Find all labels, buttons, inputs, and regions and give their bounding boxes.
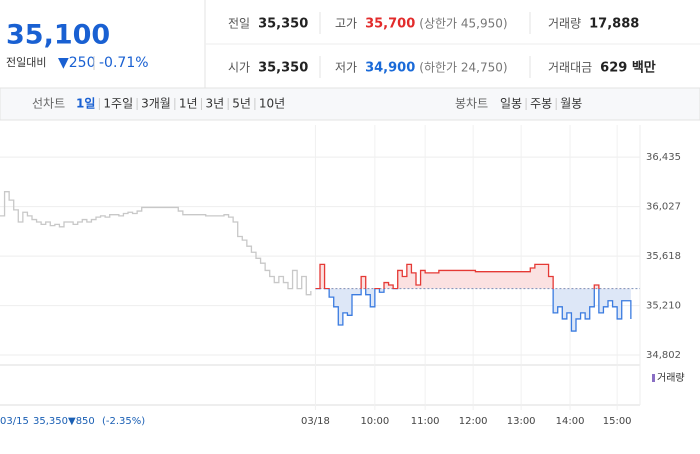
stat-label: 거래대금 xyxy=(548,61,592,75)
tab[interactable]: 일봉 xyxy=(500,97,522,111)
price: 35,100 xyxy=(6,20,110,51)
tab[interactable]: 1일 xyxy=(76,97,95,111)
tab[interactable]: 3개월 xyxy=(141,97,171,111)
y-tick-label: 36,027 xyxy=(646,202,681,213)
tab[interactable]: 3년 xyxy=(206,97,225,111)
change-pct: -0.71% xyxy=(99,55,149,71)
x-tick-label: 13:00 xyxy=(507,416,536,427)
tab[interactable]: 1주일 xyxy=(103,97,133,111)
summary-price: 35,350 xyxy=(33,416,68,427)
tab[interactable]: 월봉 xyxy=(560,97,582,111)
line xyxy=(315,263,600,289)
tab-label: 선차트 xyxy=(32,97,65,111)
tab[interactable]: 주봉 xyxy=(530,97,552,111)
y-tick-label: 34,802 xyxy=(646,350,681,361)
stat-label: 시가 xyxy=(228,61,250,75)
x-tick-label: 14:00 xyxy=(556,416,585,427)
x-tick-label: 10:00 xyxy=(360,416,389,427)
line xyxy=(315,289,632,332)
stat-note: (상한가 45,950) xyxy=(419,17,507,31)
y-tick-label: 36,435 xyxy=(646,152,681,163)
line xyxy=(0,191,312,296)
tab[interactable]: 1년 xyxy=(179,97,198,111)
stat-note: (하한가 24,750) xyxy=(419,61,507,75)
x-tick-label: 03/18 xyxy=(301,416,330,427)
area-fill xyxy=(329,289,631,332)
summary-change: ▼850 xyxy=(68,416,95,427)
stat-label: 고가 xyxy=(335,17,357,31)
y-tick-label: 35,210 xyxy=(646,301,681,312)
stat-label: 저가 xyxy=(335,61,357,75)
tab[interactable]: 5년 xyxy=(232,97,251,111)
x-tick-label: 15:00 xyxy=(603,416,632,427)
stat-value: 35,700 xyxy=(365,17,415,32)
area-fill xyxy=(315,264,631,289)
stat-label: 전일 xyxy=(228,17,250,31)
stat-value: 17,888 xyxy=(589,17,639,32)
stat-value: 34,900 xyxy=(365,61,415,76)
tab-bar xyxy=(0,87,700,121)
x-tick-label: 12:00 xyxy=(459,416,488,427)
stat-value: 35,350 xyxy=(258,17,308,32)
tab-label: 봉차트 xyxy=(455,97,488,111)
stat-value: 629 백만 xyxy=(600,60,656,76)
y-tick-label: 35,618 xyxy=(646,251,681,262)
change-label: 전일대비 xyxy=(6,55,46,69)
summary-date: 03/15 xyxy=(0,416,29,427)
stat-label: 거래량 xyxy=(548,17,581,31)
volume-legend-swatch xyxy=(652,374,655,382)
summary-pct: (-2.35%) xyxy=(102,416,145,427)
x-tick-label: 11:00 xyxy=(411,416,440,427)
tab[interactable]: 10년 xyxy=(259,97,285,111)
stat-value: 35,350 xyxy=(258,61,308,76)
change: ▼250 xyxy=(58,55,96,71)
volume-legend: 거래량 xyxy=(657,372,685,384)
